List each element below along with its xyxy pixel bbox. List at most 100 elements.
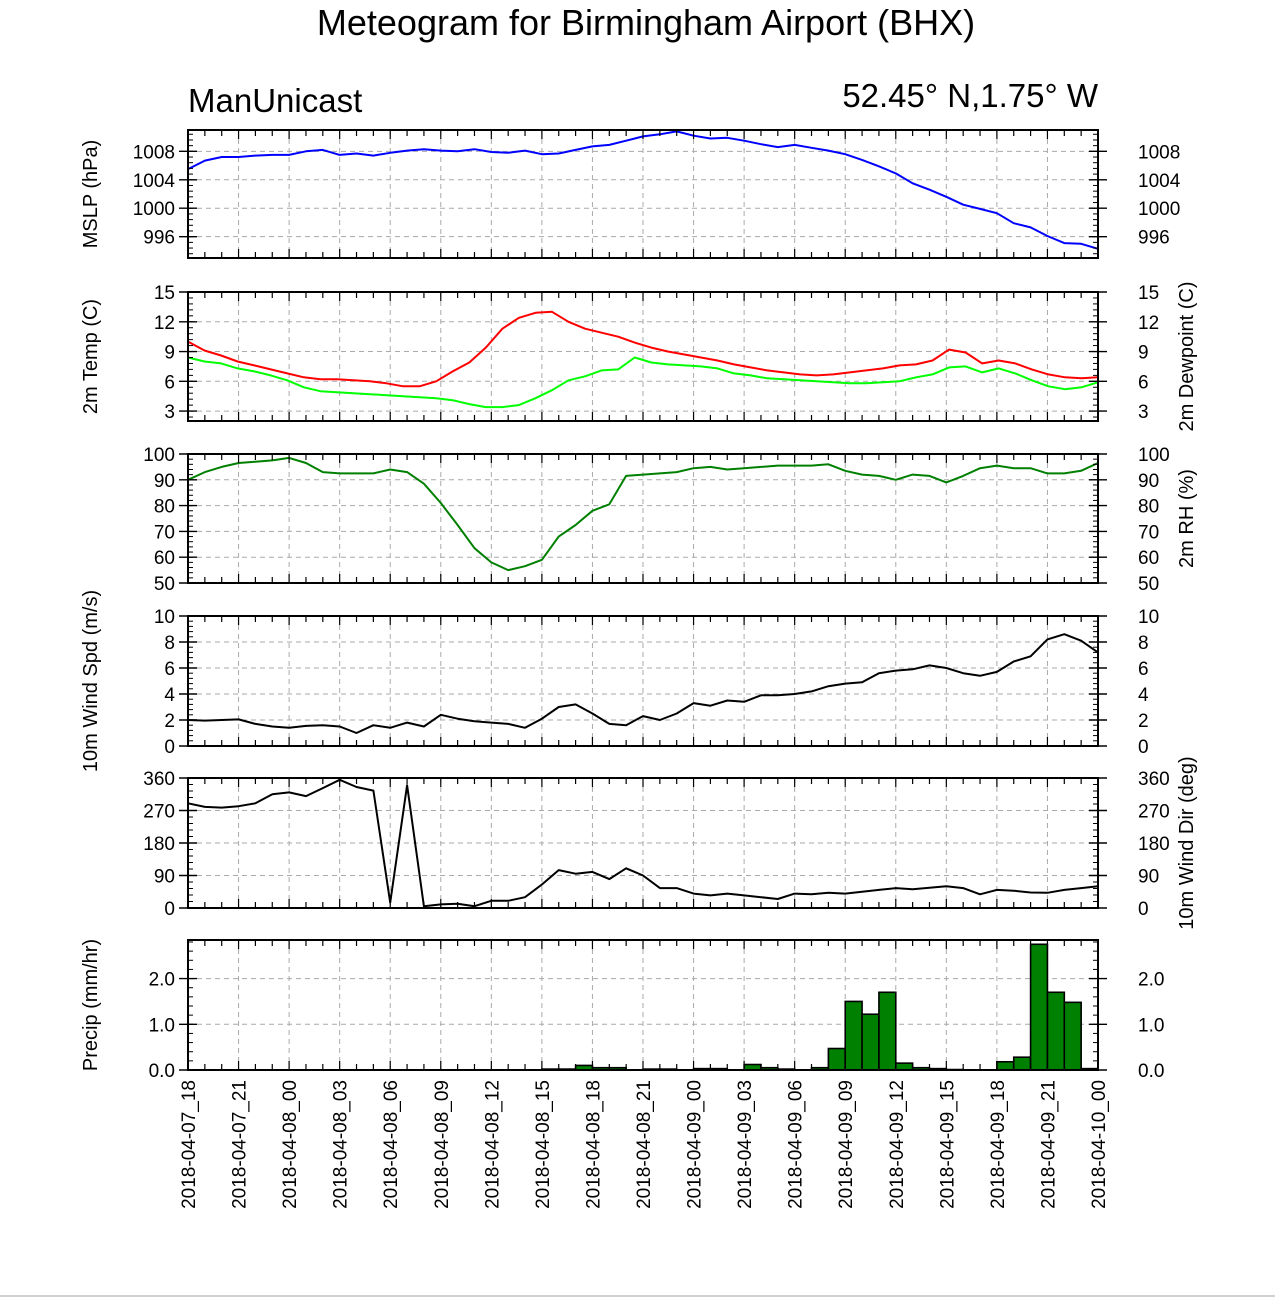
y-tick-label-right: 360 [1138, 769, 1170, 790]
series-line-2 [187, 356, 1099, 409]
precip-bar [996, 1060, 1015, 1071]
y-tick-label-right: 80 [1138, 497, 1159, 518]
panel-1: 996 996 1000 1000 1004 1004 1008 1008 MSLP (hPa) [80, 129, 1181, 259]
y-tick-label-left: 4 [164, 685, 175, 706]
y-tick-label-left: 3 [164, 402, 175, 423]
y-tick-label-right: 6 [1138, 372, 1149, 393]
y-tick-label-right: 60 [1138, 548, 1159, 569]
y-tick-label-left: 2 [164, 711, 175, 732]
panel-4: 0 0 2 2 4 4 6 6 8 8 10 10 10m Wind Spd (m/s) [80, 590, 1159, 772]
y-tick-label-right: 996 [1138, 228, 1170, 249]
series-line-1 [187, 456, 1099, 572]
time-tick-label: 2018-04-08_06 [381, 1080, 402, 1209]
y-tick-label-left: 9 [164, 343, 175, 364]
model-label: ManUnicast [188, 82, 362, 119]
time-tick-label: 2018-04-09_21 [1038, 1080, 1059, 1209]
y-tick-label-left: 2.0 [149, 970, 175, 991]
precip-bar [827, 1047, 847, 1071]
time-tick-label: 2018-04-09_12 [887, 1080, 908, 1209]
y-tick-label-right: 90 [1138, 867, 1159, 888]
time-tick-label: 2018-04-07_18 [179, 1080, 200, 1209]
y-tick-label-right: 1.0 [1138, 1015, 1164, 1036]
y-axis-title-right: 10m Wind Dir (deg) [1176, 756, 1198, 929]
y-tick-label-left: 360 [143, 769, 175, 790]
y-tick-label-right: 6 [1138, 659, 1149, 680]
y-tick-label-left: 12 [154, 313, 175, 334]
precip-bar [1029, 943, 1049, 1071]
precip-bar [844, 1000, 863, 1071]
y-tick-label-left: 6 [164, 372, 175, 393]
y-tick-label-left: 1000 [133, 199, 175, 220]
y-tick-label-left: 15 [154, 283, 175, 304]
y-tick-label-left: 8 [164, 633, 175, 654]
y-tick-label-right: 3 [1138, 402, 1149, 423]
y-tick-label-left: 90 [154, 867, 175, 888]
time-tick-label: 2018-04-08_18 [583, 1080, 604, 1209]
panel-3: 50 50 60 60 70 70 80 80 90 90 100 100 2m RH (%) [143, 445, 1198, 595]
y-tick-label-left: 270 [143, 802, 175, 823]
y-axis-title-right: 2m Dewpoint (C) [1176, 281, 1198, 431]
time-tick-label: 2018-04-08_12 [482, 1080, 503, 1209]
series-line-1 [187, 633, 1099, 734]
time-tick-label: 2018-04-08_15 [533, 1080, 554, 1209]
bottom-divider [0, 1295, 1275, 1297]
panel-5: 0 0 90 90 180 180 270 270 360 360 10m Wind Dir (de… [143, 756, 1198, 929]
time-tick-label: 2018-04-08_03 [331, 1080, 352, 1209]
time-tick-label: 2018-04-09_03 [735, 1080, 756, 1209]
time-tick-label: 2018-04-09_00 [685, 1080, 706, 1209]
y-tick-label-left: 50 [154, 574, 175, 595]
precip-bar [1063, 1001, 1082, 1071]
precip-bar [1012, 1056, 1032, 1071]
y-tick-label-right: 90 [1138, 471, 1159, 492]
time-axis: 2018-04-07_18 2018-04-07_21 2018-04-08_00 2… [179, 1080, 1110, 1209]
y-tick-label-left: 0.0 [149, 1061, 175, 1082]
time-tick-label: 2018-04-09_09 [836, 1080, 857, 1209]
y-tick-label-left: 0 [164, 899, 175, 920]
y-tick-label-left: 180 [143, 834, 175, 855]
series-line-1 [187, 310, 1099, 388]
panel-6: 0.0 0.0 1.0 1.0 2.0 2.0 Precip (mm/hr) [80, 939, 1164, 1082]
precip-bar [861, 1013, 880, 1071]
time-tick-label: 2018-04-08_00 [280, 1080, 301, 1209]
y-tick-label-right: 8 [1138, 633, 1149, 654]
y-tick-label-right: 50 [1138, 574, 1159, 595]
panel-2: 3 3 6 6 9 9 12 12 15 15 2m Temp (C) 2m Dewpoint (C) [80, 281, 1198, 431]
y-tick-label-right: 2 [1138, 711, 1149, 732]
y-axis-title-left: 2m Temp (C) [80, 299, 102, 414]
y-tick-label-left: 1.0 [149, 1015, 175, 1036]
y-tick-label-left: 100 [143, 445, 175, 466]
time-tick-label: 2018-04-09_15 [937, 1080, 958, 1209]
y-tick-label-right: 4 [1138, 685, 1149, 706]
time-tick-label: 2018-04-09_06 [786, 1080, 807, 1209]
location-label: 52.45° N,1.75° W [842, 77, 1099, 114]
time-tick-label: 2018-04-08_21 [634, 1080, 655, 1209]
y-tick-label-right: 1004 [1138, 171, 1181, 192]
y-tick-label-right: 1000 [1138, 199, 1180, 220]
y-tick-label-right: 270 [1138, 802, 1170, 823]
y-tick-label-left: 996 [143, 228, 175, 249]
y-tick-label-right: 100 [1138, 445, 1170, 466]
y-tick-label-left: 0 [164, 737, 175, 758]
y-tick-label-right: 70 [1138, 522, 1159, 543]
y-tick-label-left: 10 [154, 607, 175, 628]
y-tick-label-right: 9 [1138, 343, 1149, 364]
precip-bar [894, 1062, 914, 1071]
precip-bar [1046, 991, 1066, 1071]
y-tick-label-left: 70 [154, 522, 175, 543]
y-tick-label-right: 2.0 [1138, 970, 1164, 991]
y-axis-title-left: 10m Wind Spd (m/s) [80, 590, 102, 772]
y-tick-label-right: 12 [1138, 313, 1159, 334]
y-tick-label-right: 0.0 [1138, 1061, 1164, 1082]
precip-bar [878, 991, 897, 1071]
y-tick-label-left: 90 [154, 471, 175, 492]
y-tick-label-left: 80 [154, 497, 175, 518]
time-tick-label: 2018-04-09_18 [988, 1080, 1009, 1209]
time-tick-label: 2018-04-07_21 [230, 1080, 251, 1209]
y-tick-label-left: 1004 [133, 171, 176, 192]
y-tick-label-left: 60 [154, 548, 175, 569]
y-tick-label-left: 6 [164, 659, 175, 680]
y-tick-label-right: 0 [1138, 737, 1149, 758]
y-tick-label-left: 1008 [133, 142, 175, 163]
